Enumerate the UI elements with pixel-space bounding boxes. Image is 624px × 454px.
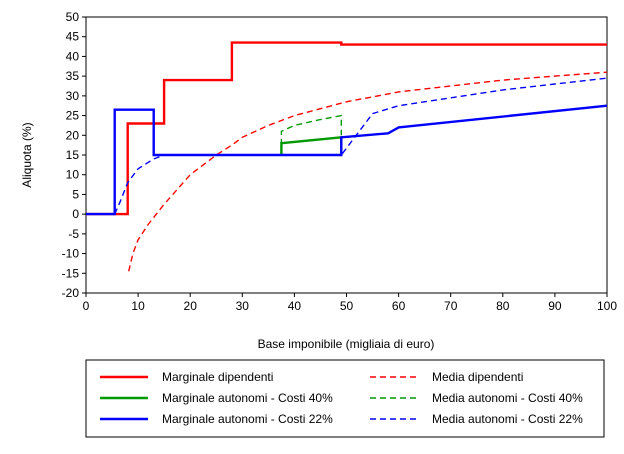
series-line-media-autonomi-costi-40 [280,114,342,155]
x-tick-label: 80 [496,299,510,313]
series-line-media-dipendenti [128,71,608,272]
y-tick-label: 25 [66,109,80,123]
y-tick-label: 10 [66,168,80,182]
legend-label: Media autonomi - Costi 22% [432,412,583,426]
y-tick-label: 15 [66,148,80,162]
x-tick-label: 90 [548,299,562,313]
legend-label: Marginale autonomi - Costi 40% [162,391,333,405]
y-tick-label: 50 [66,10,80,24]
legend-frame [85,359,605,438]
y-tick-label: 35 [66,69,80,83]
x-tick-label: 60 [392,299,406,313]
legend: Marginale dipendenti Marginale autonomi -… [85,359,605,438]
y-axis-title: Aliquota (%) [20,122,34,187]
y-tick-label: 45 [66,30,80,44]
y-tick-label: -10 [62,247,80,261]
y-tick-label: -5 [68,227,79,241]
x-tick-label: 30 [236,299,250,313]
y-tick-label: 40 [66,49,80,63]
legend-label: Media dipendenti [432,370,523,384]
legend-label: Marginale dipendenti [162,370,273,384]
y-tick-label: -15 [62,266,80,280]
plot-area [85,16,608,294]
x-tick-label: 0 [83,299,90,313]
x-tick-label: 50 [340,299,354,313]
legend-label: Media autonomi - Costi 40% [432,391,583,405]
y-tick-label: 20 [66,128,80,142]
x-tick-label: 10 [131,299,145,313]
legend-label: Marginale autonomi - Costi 22% [162,412,333,426]
x-tick-label: 20 [184,299,198,313]
x-tick-label: 100 [597,299,617,313]
series-line-marginale-dipendenti [86,41,607,216]
y-tick-label: 5 [72,187,79,201]
series-line-media-autonomi-costi-22 [114,77,608,215]
x-axis: 0 10 20 30 40 50 60 70 80 90 100 [83,293,617,313]
y-tick-label: 30 [66,89,80,103]
y-axis: -20 -15 -10 -5 0 5 10 15 20 25 30 35 40 45 50 [62,10,86,300]
x-axis-title: Base imponibile (migliaia di euro) [258,337,435,351]
y-tick-label: 0 [72,207,79,221]
series-line-marginale-autonomi-costi-40 [280,135,343,155]
x-tick-label: 40 [288,299,302,313]
y-tick-label: -20 [62,286,80,300]
x-tick-label: 70 [444,299,458,313]
